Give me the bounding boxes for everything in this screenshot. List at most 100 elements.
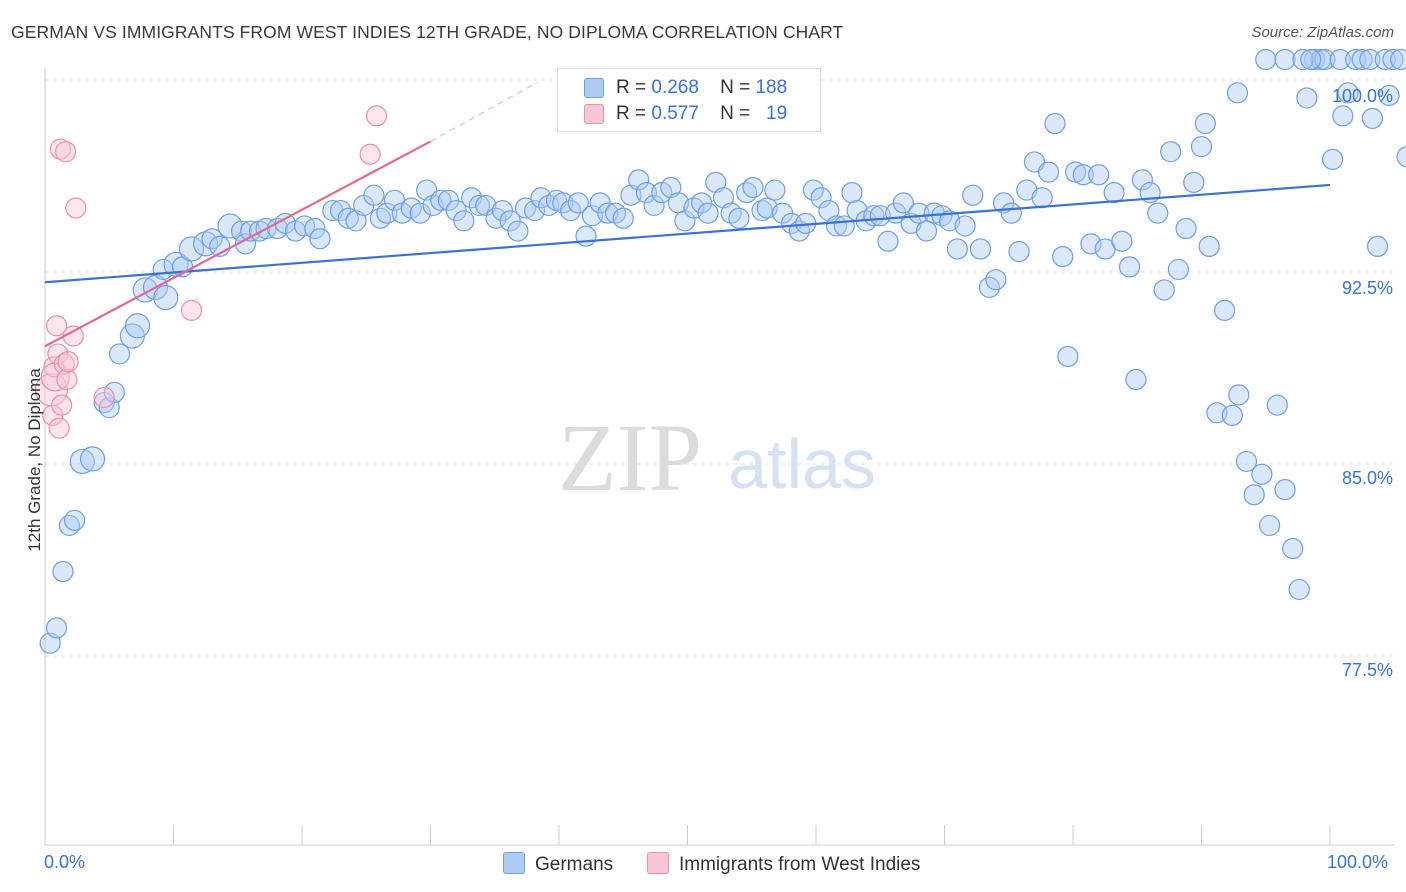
german-point (674, 210, 696, 232)
german-point (1361, 107, 1384, 130)
german-point (1153, 279, 1175, 301)
german-point (1396, 146, 1406, 168)
german-point (468, 194, 490, 217)
german-point (1160, 141, 1182, 163)
german-point (1378, 84, 1400, 106)
german-point (697, 202, 719, 224)
german-point (1243, 484, 1265, 506)
y-tick-label: 92.5% (1341, 278, 1393, 298)
west-indies-point (45, 315, 68, 337)
german-point (1221, 404, 1243, 426)
r-value: 0.268 (651, 77, 699, 98)
trend-lines (44, 82, 1331, 348)
german-point (1228, 384, 1250, 406)
german-point (1300, 48, 1322, 71)
german-point (1131, 169, 1153, 191)
legend-item-germans[interactable]: Germans (503, 852, 613, 876)
n-value: 19 (766, 103, 788, 124)
y-tick-label: 85.0% (1341, 468, 1393, 488)
german-point (1274, 479, 1296, 501)
german-point (1366, 235, 1389, 257)
german-point (309, 228, 331, 250)
german-point (969, 238, 992, 260)
german-point (628, 169, 650, 191)
german-point (1167, 258, 1189, 281)
german-point (1292, 48, 1314, 71)
german-point (1226, 82, 1249, 104)
west-indies-trend-extension (430, 82, 538, 142)
r-label: R = (616, 103, 647, 124)
german-point (1103, 182, 1125, 204)
west-indies-point (53, 353, 75, 375)
german-point (178, 236, 205, 262)
german-point (1235, 450, 1258, 473)
x-tick-label: 100.0% (1327, 852, 1389, 872)
german-point (1183, 171, 1205, 193)
german-point (1255, 48, 1277, 71)
german-point (575, 225, 597, 247)
german-point (1282, 537, 1304, 560)
german-point (63, 509, 86, 531)
german-point (337, 207, 359, 229)
german-point (962, 184, 984, 206)
y-tick-label: 77.5% (1341, 660, 1393, 680)
german-point (1259, 514, 1281, 537)
west-indies-point (365, 105, 388, 127)
german-point (1057, 345, 1079, 368)
german-point (329, 199, 352, 222)
german-point (1390, 48, 1406, 71)
source-label: Source: ZipAtlas.com (1251, 24, 1394, 41)
german-point (660, 176, 682, 199)
german-point (304, 217, 326, 240)
german-point (877, 230, 899, 252)
german-point (530, 187, 552, 209)
german-point (153, 285, 179, 311)
german-point (103, 381, 125, 403)
correlation-legend: R = 0.268 N = 188 R = 0.577 N = 19 (557, 68, 821, 132)
legend-label: Immigrants from West Indies (679, 854, 921, 875)
german-point (124, 313, 151, 339)
german-point (363, 184, 385, 206)
german-point (1175, 217, 1197, 240)
german-point (1329, 48, 1351, 71)
german-point (1044, 112, 1066, 135)
german-point (514, 197, 537, 219)
german-point (946, 238, 968, 260)
german-point (764, 179, 786, 201)
german-point (1206, 402, 1228, 424)
german-point (507, 220, 529, 242)
germans-swatch (584, 78, 604, 98)
german-point (892, 192, 914, 214)
german-point (1194, 112, 1216, 135)
german-point (915, 220, 938, 242)
axes (44, 68, 1395, 846)
german-point (1031, 187, 1053, 209)
watermark-zip: ZIP (558, 404, 702, 511)
german-point (1190, 135, 1213, 158)
german-point (45, 617, 68, 639)
west-indies-point (54, 141, 77, 163)
german-point (453, 210, 475, 232)
german-point (409, 202, 431, 224)
german-point (954, 215, 976, 237)
german-point (79, 446, 106, 472)
n-label: N = (720, 103, 751, 124)
y-axis-label: 12th Grade, No Diploma (25, 368, 44, 552)
german-point (1321, 148, 1344, 170)
german-point (1296, 87, 1318, 109)
german-point (376, 202, 398, 224)
chart-title: GERMAN VS IMMIGRANTS FROM WEST INDIES 12… (11, 22, 844, 42)
german-point (1147, 202, 1169, 224)
germans-swatch (503, 852, 525, 874)
german-point (1266, 394, 1288, 416)
german-point (1016, 179, 1038, 201)
data-points (34, 48, 1406, 654)
german-point (1125, 368, 1147, 391)
german-point (620, 184, 642, 206)
legend-item-west-indies[interactable]: Immigrants from West Indies (647, 852, 920, 876)
german-point (985, 269, 1007, 291)
german-point (810, 187, 832, 209)
german-point (1088, 164, 1110, 186)
watermark-atlas: atlas (728, 425, 876, 503)
german-point (581, 205, 604, 227)
